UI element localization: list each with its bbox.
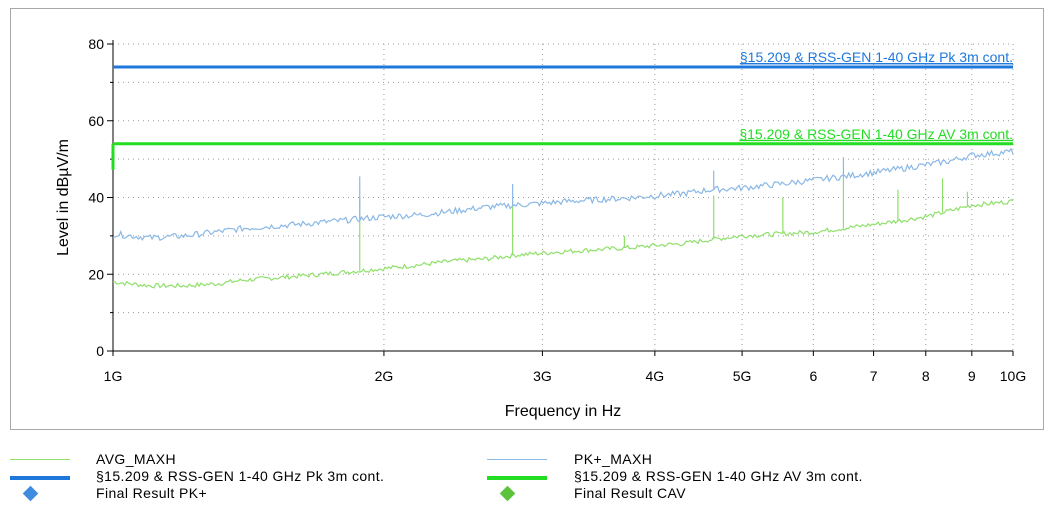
av-limit-label: §15.209 & RSS-GEN 1-40 GHz AV 3m cont. bbox=[739, 126, 1013, 142]
y-tick-label: 80 bbox=[88, 36, 104, 52]
x-tick-label: 2G bbox=[375, 368, 394, 384]
y-axis-label: Level in dBµV/m bbox=[55, 139, 72, 256]
x-tick-label: 3G bbox=[533, 368, 552, 384]
pk-limit-label: §15.209 & RSS-GEN 1-40 GHz Pk 3m cont. bbox=[740, 49, 1013, 65]
avg-maxh-trace bbox=[112, 199, 1014, 289]
x-axis-label: Frequency in Hz bbox=[505, 403, 622, 420]
x-tick-label: 1G bbox=[104, 368, 123, 384]
y-tick-label: 40 bbox=[88, 190, 104, 206]
y-tick-label: 0 bbox=[96, 343, 104, 359]
x-tick-label: 10G bbox=[1000, 368, 1026, 384]
x-tick-label: 8 bbox=[922, 368, 930, 384]
plot-frame bbox=[10, 8, 1044, 430]
x-tick-label: 5G bbox=[733, 368, 752, 384]
x-tick-label: 7 bbox=[870, 368, 878, 384]
x-tick-label: 4G bbox=[646, 368, 665, 384]
y-tick-label: 60 bbox=[88, 113, 104, 129]
x-tick-label: 6 bbox=[809, 368, 817, 384]
x-tick-label: 9 bbox=[968, 368, 976, 384]
pk-maxh-trace bbox=[112, 147, 1014, 242]
y-tick-label: 20 bbox=[88, 266, 104, 282]
